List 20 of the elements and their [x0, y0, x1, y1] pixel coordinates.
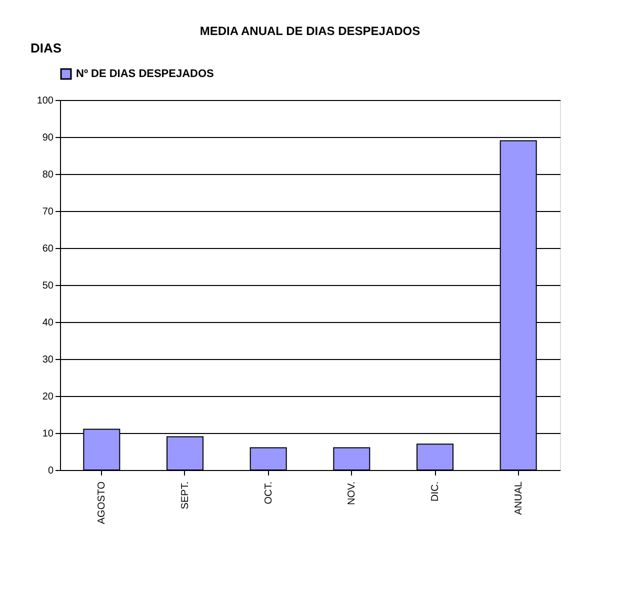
y-tick-label: 30 [42, 354, 54, 366]
y-tick-label: 60 [42, 244, 54, 254]
y-tick-label: 80 [42, 170, 54, 180]
y-tick-label: 40 [42, 318, 54, 328]
y-tick-label: 100 [36, 96, 54, 106]
y-tick-label: 50 [42, 280, 54, 292]
x-tick-label: OCT. [263, 482, 274, 504]
y-tick-label: 70 [42, 206, 54, 218]
chart-title: MEDIA ANUAL DE DIAS DESPEJADOS [200, 24, 420, 38]
y-tick-label: 90 [42, 132, 54, 144]
y-axis-title: DIAS [30, 40, 62, 56]
x-tick-label: NOV. [346, 482, 358, 506]
y-tick-label: 0 [48, 466, 54, 476]
y-tick-label: 20 [42, 392, 54, 402]
x-tick-label: AGOSTO [96, 481, 108, 524]
x-tick-label: SEPT. [180, 482, 191, 510]
x-tick-label: DIC. [430, 482, 441, 502]
y-tick-label: 10 [42, 428, 54, 440]
legend-label: Nº DE DIAS DESPEJADOS [76, 68, 214, 80]
x-tick-label: ANUAL [513, 481, 524, 515]
